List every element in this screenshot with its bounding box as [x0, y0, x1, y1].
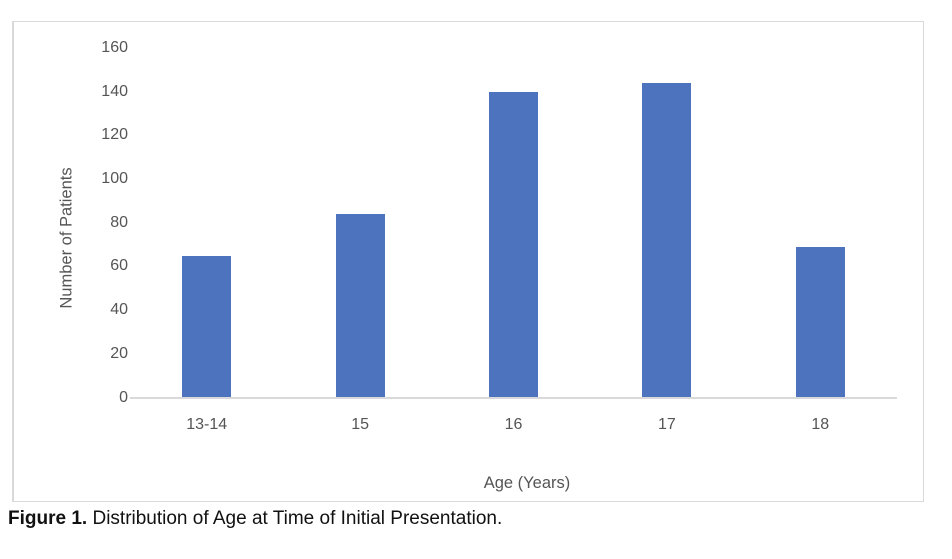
- bar-16: [489, 91, 538, 398]
- x-tick-18: 18: [811, 416, 830, 433]
- y-tick-160: 160: [101, 39, 128, 56]
- bar-18: [795, 246, 845, 398]
- y-tick-60: 60: [110, 257, 128, 275]
- bar-13-14: [182, 255, 232, 398]
- x-tick-15: 15: [351, 416, 369, 433]
- bar-17: [642, 82, 692, 398]
- x-tick-16: 16: [504, 416, 523, 433]
- figure-caption-text: Distribution of Age at Time of Initial P…: [87, 508, 503, 529]
- y-tick-100: 100: [101, 170, 128, 188]
- y-tick-80: 80: [110, 213, 128, 231]
- y-tick-120: 120: [101, 126, 128, 144]
- chart-frame: Number of Patients Age (Years): [12, 21, 924, 502]
- x-axis-title: Age (Years): [483, 474, 571, 492]
- figure-caption: Figure 1. Distribution of Age at Time of…: [8, 508, 502, 530]
- bar-15: [335, 214, 385, 398]
- x-axis-line: [130, 397, 897, 399]
- y-tick-0: 0: [119, 388, 128, 406]
- y-axis-title: Number of Patients: [57, 167, 76, 309]
- figure-caption-label: Figure 1.: [8, 508, 88, 529]
- x-tick-17: 17: [657, 416, 676, 433]
- y-tick-40: 40: [110, 301, 128, 319]
- y-tick-140: 140: [101, 82, 128, 100]
- x-tick-13-14: 13-14: [186, 416, 228, 433]
- y-tick-20: 20: [110, 344, 128, 362]
